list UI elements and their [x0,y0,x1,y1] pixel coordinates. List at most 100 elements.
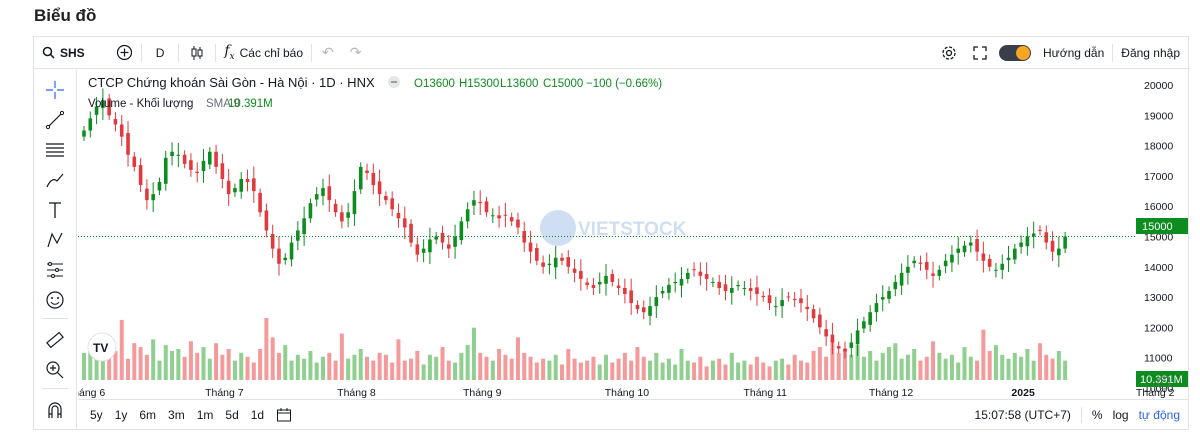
range-1y[interactable]: 1y [114,407,128,422]
icon-tool[interactable] [43,288,67,312]
candles-icon [191,45,203,60]
axis-settings-button[interactable] [1157,376,1171,390]
candle-body [893,281,898,290]
volume-bar [176,349,181,380]
volume-bar [308,350,313,380]
candle-body [340,212,344,222]
candle-body [446,244,451,249]
theme-toggle[interactable] [995,37,1035,68]
candle-body [591,284,596,288]
volume-bar [937,352,942,380]
candle-body [226,180,231,195]
volume-bar [119,319,124,380]
date-range-button[interactable] [270,400,298,429]
settings-button[interactable] [933,37,965,68]
volume-legend-value: 10.391M [228,98,273,110]
fullscreen-button[interactable] [965,37,995,68]
interval-button[interactable]: D [155,45,165,60]
candle-body [685,272,690,279]
volume-bar [440,347,445,380]
candle-body [748,287,753,292]
candle-body [610,274,615,282]
candle-body [579,271,583,279]
brush-tool[interactable] [43,168,67,192]
magnet-tool[interactable] [43,398,67,422]
range-6m[interactable]: 6m [139,407,157,422]
candle-body [182,154,187,164]
y-tick-label: 18000 [1144,141,1173,153]
range-5d[interactable]: 5d [225,407,239,422]
volume-bar [717,358,722,380]
candle-body [1050,240,1055,252]
volume-bar [704,366,709,380]
volume-bar [358,349,363,380]
volume-bar [107,356,112,380]
guide-link[interactable]: Hướng dẫn [1043,45,1105,60]
candle-body [163,157,168,184]
volume-bar [270,337,275,380]
projection-tool[interactable] [43,258,67,282]
pattern-tool[interactable] [43,228,67,252]
toolbar-divider [140,43,142,62]
candle-body [962,245,967,253]
range-1m[interactable]: 1m [196,407,214,422]
auto-toggle[interactable]: tự động [1138,407,1180,422]
candle-body [641,307,646,313]
volume-bar [817,347,822,380]
candle-body [151,194,155,201]
price-chart[interactable]: VIETSTOCK 20000 19000 18000 17000 16000 15000… [67,70,1188,400]
volume-bar [836,352,841,380]
chart-type-button[interactable] [179,37,215,68]
candle-body [566,257,571,267]
ruler-tool[interactable] [43,328,67,352]
volume-bar [509,358,514,380]
symbol-search[interactable]: SHS [34,37,93,68]
candle-body [497,215,501,219]
candle-body [113,119,118,125]
candle-body [358,166,363,190]
chart-pane[interactable]: VIETSTOCK 20000 19000 18000 17000 16000 15000… [67,70,1188,400]
percent-toggle[interactable]: % [1091,407,1103,422]
price-axis: 20000 19000 18000 17000 16000 15000 14000 13000… [1144,80,1173,395]
candle-body [792,298,797,301]
toolbar-divider [215,43,217,62]
compare-button[interactable] [93,37,141,68]
sun-icon [999,44,1031,61]
volume-bar [220,354,225,380]
indicators-button[interactable]: fx Các chỉ báo [216,37,311,68]
redo-button[interactable]: ↷ [344,37,368,68]
candle-body [855,330,860,345]
zoom-tool[interactable] [43,358,67,382]
candle-body [824,329,828,337]
candle-body [717,281,722,288]
login-link[interactable]: Đăng nhập [1121,45,1180,60]
candle-body [585,282,589,285]
volume-bar [849,354,854,380]
gear-icon [942,45,956,60]
undo-button[interactable]: ↶ [312,37,344,68]
candle-body [1019,242,1023,247]
x-tick-label: Tháng 12 [869,387,914,399]
search-icon [42,46,55,59]
volume-bar [207,358,212,380]
volume-bar [295,354,300,380]
fib-tool[interactable] [43,138,67,162]
volume-bar [409,358,414,380]
crosshair-tool[interactable] [43,78,67,102]
volume-bar [239,352,244,380]
volume-bar [931,341,936,380]
tool-divider [42,318,68,319]
candle-body [491,215,495,217]
volume-bar [258,349,263,380]
text-tool[interactable] [43,198,67,222]
volume-bar [660,362,665,380]
range-3m[interactable]: 3m [168,407,185,422]
tradingview-logo[interactable]: TV [87,332,117,362]
range-1d[interactable]: 1d [250,407,265,422]
trendline-tool[interactable] [43,108,67,132]
volume-bar [465,345,470,380]
candle-body [101,100,105,109]
volume-bar [566,349,571,380]
range-5y[interactable]: 5y [90,407,103,422]
log-toggle[interactable]: log [1112,407,1129,422]
